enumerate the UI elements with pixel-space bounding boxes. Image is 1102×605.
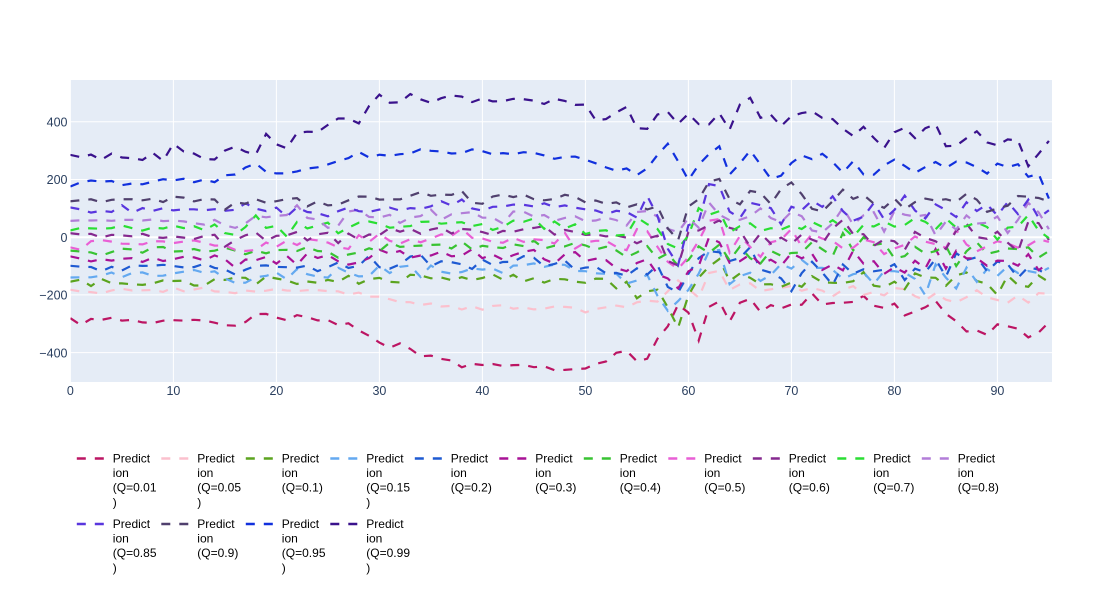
- svg-text:200: 200: [47, 173, 68, 187]
- svg-text:50: 50: [578, 384, 592, 398]
- svg-text:ion: ion: [958, 466, 974, 480]
- svg-text:(Q=0.01: (Q=0.01: [113, 481, 157, 495]
- svg-text:Predict: Predict: [282, 517, 320, 531]
- svg-text:ion: ion: [873, 466, 889, 480]
- svg-text:Predict: Predict: [197, 452, 235, 466]
- svg-text:Predict: Predict: [620, 452, 658, 466]
- svg-text:Predict: Predict: [958, 452, 996, 466]
- svg-text:ion: ion: [789, 466, 805, 480]
- svg-text:(Q=0.7): (Q=0.7): [873, 481, 914, 495]
- svg-text:(Q=0.05: (Q=0.05: [197, 481, 241, 495]
- svg-text:(Q=0.1): (Q=0.1): [282, 481, 323, 495]
- svg-text:Predict: Predict: [113, 517, 151, 531]
- svg-text:90: 90: [990, 384, 1004, 398]
- svg-text:Predict: Predict: [113, 452, 151, 466]
- svg-text:10: 10: [166, 384, 180, 398]
- svg-text:): ): [113, 495, 117, 509]
- svg-text:(Q=0.85: (Q=0.85: [113, 546, 157, 560]
- svg-text:Predict: Predict: [366, 452, 404, 466]
- svg-text:(Q=0.9): (Q=0.9): [197, 546, 238, 560]
- svg-text:Predict: Predict: [704, 452, 742, 466]
- svg-text:−400: −400: [39, 346, 67, 360]
- svg-text:0: 0: [67, 384, 74, 398]
- svg-text:ion: ion: [197, 532, 213, 546]
- svg-text:ion: ion: [282, 466, 298, 480]
- svg-text:400: 400: [47, 116, 68, 130]
- svg-text:30: 30: [372, 384, 386, 398]
- svg-text:Predict: Predict: [535, 452, 573, 466]
- svg-text:(Q=0.5): (Q=0.5): [704, 481, 745, 495]
- svg-text:ion: ion: [704, 466, 720, 480]
- svg-text:ion: ion: [113, 532, 129, 546]
- svg-text:70: 70: [784, 384, 798, 398]
- svg-text:ion: ion: [197, 466, 213, 480]
- svg-text:40: 40: [475, 384, 489, 398]
- svg-text:ion: ion: [366, 532, 382, 546]
- svg-text:): ): [282, 561, 286, 575]
- svg-text:): ): [366, 561, 370, 575]
- svg-text:): ): [366, 495, 370, 509]
- svg-text:(Q=0.95: (Q=0.95: [282, 546, 326, 560]
- svg-text:Predict: Predict: [789, 452, 827, 466]
- svg-text:Predict: Predict: [197, 517, 235, 531]
- svg-text:(Q=0.3): (Q=0.3): [535, 481, 576, 495]
- svg-text:0: 0: [61, 231, 68, 245]
- svg-text:ion: ion: [366, 466, 382, 480]
- svg-text:Predict: Predict: [366, 517, 404, 531]
- svg-text:ion: ion: [535, 466, 551, 480]
- svg-text:ion: ion: [282, 532, 298, 546]
- svg-text:−200: −200: [39, 289, 67, 303]
- svg-text:80: 80: [887, 384, 901, 398]
- svg-text:(Q=0.6): (Q=0.6): [789, 481, 830, 495]
- svg-text:ion: ion: [451, 466, 467, 480]
- svg-text:(Q=0.2): (Q=0.2): [451, 481, 492, 495]
- svg-text:(Q=0.8): (Q=0.8): [958, 481, 999, 495]
- svg-text:20: 20: [269, 384, 283, 398]
- svg-text:(Q=0.15: (Q=0.15: [366, 481, 410, 495]
- svg-text:ion: ion: [620, 466, 636, 480]
- svg-text:Predict: Predict: [451, 452, 489, 466]
- svg-text:Predict: Predict: [282, 452, 320, 466]
- svg-text:60: 60: [681, 384, 695, 398]
- svg-text:Predict: Predict: [873, 452, 911, 466]
- svg-text:(Q=0.99: (Q=0.99: [366, 546, 410, 560]
- svg-text:): ): [197, 495, 201, 509]
- svg-text:): ): [113, 561, 117, 575]
- svg-text:(Q=0.4): (Q=0.4): [620, 481, 661, 495]
- svg-text:ion: ion: [113, 466, 129, 480]
